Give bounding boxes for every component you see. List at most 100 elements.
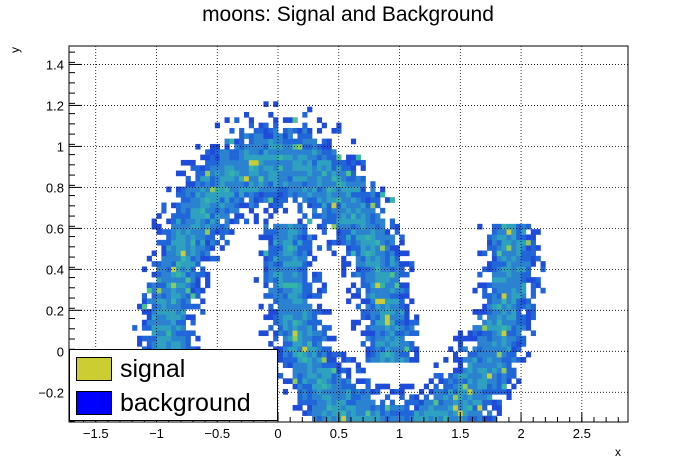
heatmap-cell [190, 330, 196, 337]
heatmap-cell [423, 383, 430, 390]
heatmap-cell [341, 255, 347, 262]
heatmap-cell [219, 170, 225, 177]
heatmap-cell [350, 399, 357, 406]
heatmap-cell [307, 394, 313, 400]
heatmap-cell [200, 175, 206, 182]
heatmap-cell [389, 245, 395, 251]
heatmap-cell [380, 218, 386, 225]
heatmap-cell [375, 245, 381, 251]
heatmap-cell [195, 191, 201, 198]
heatmap-cell [258, 191, 264, 198]
heatmap-cell [462, 373, 468, 379]
heatmap-cell [457, 404, 464, 411]
heatmap-cell [331, 213, 337, 219]
heatmap-cell [287, 277, 293, 283]
heatmap-cell [404, 341, 410, 347]
heatmap-cell [491, 287, 498, 294]
heatmap-cell [491, 399, 498, 406]
heatmap-cell [205, 165, 211, 171]
heatmap-cell [365, 404, 371, 411]
heatmap-cell [273, 175, 279, 182]
heatmap-cell [535, 229, 541, 235]
heatmap-cell [418, 404, 425, 411]
heatmap-cell [399, 325, 405, 331]
heatmap-cell [273, 293, 279, 299]
heatmap-cell [453, 378, 459, 384]
heatmap-cell [355, 362, 361, 369]
heatmap-cell [457, 330, 464, 337]
heatmap-cell [516, 319, 522, 326]
heatmap-cell [175, 293, 182, 299]
heatmap-cell [263, 223, 269, 230]
heatmap-cell [302, 351, 308, 358]
heatmap-cell [175, 186, 182, 193]
heatmap-cell [360, 197, 366, 203]
heatmap-cell [380, 287, 386, 294]
heatmap-cell [248, 191, 255, 198]
heatmap-cell [180, 239, 186, 246]
heatmap-cell [414, 399, 420, 406]
heatmap-cell [209, 234, 216, 241]
heatmap-cell [273, 207, 279, 214]
heatmap-cell [209, 255, 216, 262]
heatmap-cell [316, 309, 323, 315]
heatmap-cell [171, 293, 177, 299]
heatmap-cell [336, 399, 342, 406]
heatmap-cell [472, 287, 478, 294]
heatmap-cell [380, 271, 386, 278]
heatmap-cell [307, 170, 313, 177]
heatmap-cell [365, 330, 371, 337]
heatmap-cell [482, 266, 488, 273]
heatmap-cell [477, 309, 483, 315]
heatmap-cell [457, 362, 464, 369]
heatmap-cell [501, 298, 507, 305]
heatmap-cell [389, 255, 395, 262]
heatmap-cell [375, 389, 381, 395]
heatmap-cell [360, 404, 366, 411]
heatmap-cell [501, 383, 507, 390]
heatmap-cell [229, 165, 235, 171]
heatmap-cell [278, 325, 284, 331]
heatmap-cell [501, 314, 507, 321]
heatmap-cell [346, 239, 352, 246]
heatmap-cell [491, 415, 498, 422]
heatmap-cell [462, 335, 468, 342]
heatmap-cell [219, 202, 225, 209]
heatmap-cell [195, 239, 201, 246]
heatmap-cell [496, 261, 502, 267]
heatmap-cell [302, 213, 308, 219]
heatmap-cell [141, 298, 148, 305]
heatmap-cell [384, 341, 391, 347]
heatmap-cell [326, 165, 332, 171]
heatmap-cell [506, 335, 512, 342]
heatmap-cell [302, 287, 308, 294]
heatmap-cell [214, 143, 220, 150]
heatmap-cell [185, 287, 191, 294]
heatmap-cell [389, 277, 395, 283]
heatmap-cell [156, 229, 162, 235]
heatmap-cell [292, 330, 298, 337]
heatmap-cell [414, 357, 420, 363]
heatmap-cell [491, 383, 498, 390]
heatmap-cell [292, 319, 298, 326]
heatmap-cell [190, 282, 196, 289]
heatmap-cell [263, 165, 269, 171]
heatmap-cell [321, 159, 327, 166]
heatmap-cell [224, 239, 230, 246]
heatmap-cell [501, 282, 507, 289]
heatmap-cell [166, 303, 172, 310]
heatmap-cell [521, 266, 527, 273]
heatmap-cell [350, 250, 357, 257]
heatmap-cell [380, 341, 386, 347]
heatmap-cell [175, 191, 182, 198]
heatmap-cell [190, 191, 196, 198]
heatmap-cell [370, 293, 376, 299]
heatmap-cell [453, 410, 459, 416]
heatmap-cell [200, 223, 206, 230]
heatmap-cell [380, 293, 386, 299]
heatmap-cell [166, 261, 172, 267]
heatmap-cell [453, 357, 459, 363]
heatmap-cell [433, 373, 439, 379]
heatmap-cell [312, 202, 318, 209]
heatmap-cell [326, 378, 332, 384]
